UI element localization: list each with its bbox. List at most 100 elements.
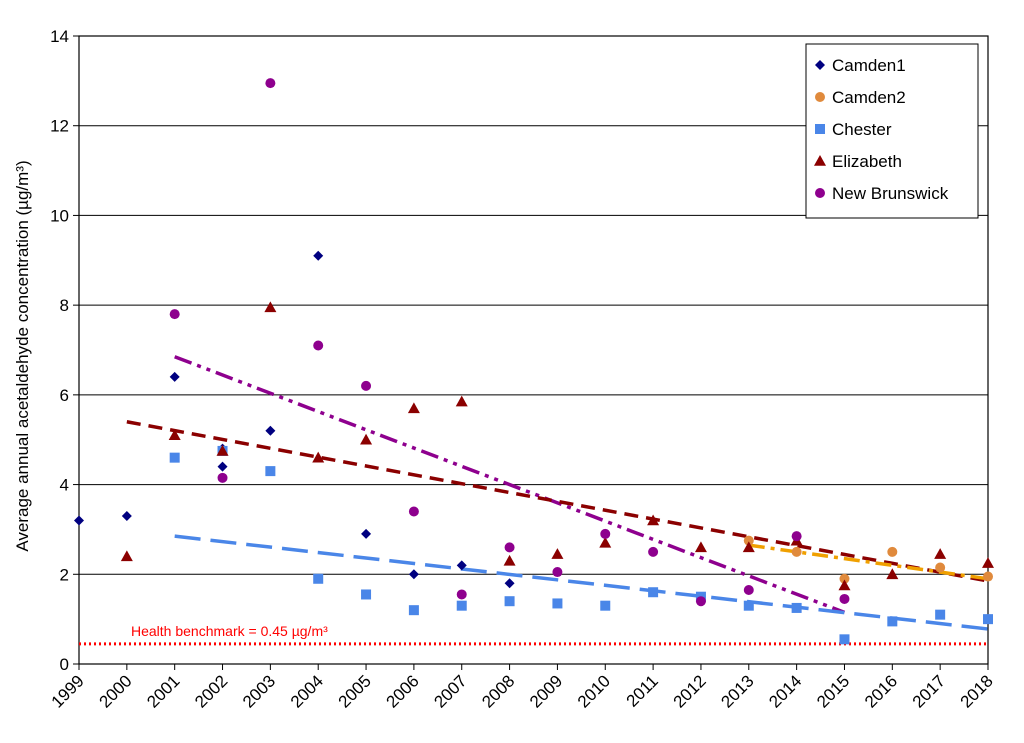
y-tick-label: 4 xyxy=(60,476,69,495)
data-point-elizabeth xyxy=(503,554,516,566)
x-tick-label: 2017 xyxy=(909,671,949,711)
data-point-chester xyxy=(791,602,802,613)
x-tick-label: 2008 xyxy=(478,671,518,711)
data-point-camden2 xyxy=(887,546,898,557)
x-tick-label: 2006 xyxy=(383,671,423,711)
x-tick-label: 2000 xyxy=(95,671,135,711)
data-point-elizabeth xyxy=(455,395,468,407)
data-point-new-brunswick xyxy=(648,546,659,557)
data-point-new-brunswick xyxy=(408,506,419,517)
data-point-new-brunswick xyxy=(695,596,706,607)
data-point-elizabeth xyxy=(838,579,851,591)
data-point-camden1 xyxy=(408,569,419,580)
data-point-chester xyxy=(265,466,276,477)
x-tick-label: 2003 xyxy=(239,671,279,711)
y-tick-label: 8 xyxy=(60,296,69,315)
legend-label-chester: Chester xyxy=(832,120,892,139)
data-point-elizabeth xyxy=(312,451,325,463)
data-point-camden1 xyxy=(456,560,467,571)
trendline-chester xyxy=(174,534,989,631)
data-point-new-brunswick xyxy=(600,528,611,539)
x-tick-label: 2007 xyxy=(430,671,470,711)
benchmark-layer: Health benchmark = 0.45 µg/m³ xyxy=(79,623,988,646)
x-tick-label: 2013 xyxy=(717,671,757,711)
legend-marker-chester xyxy=(815,124,825,134)
y-tick-label: 2 xyxy=(60,565,69,584)
trendline-elizabeth xyxy=(126,420,989,583)
data-point-new-brunswick xyxy=(552,567,563,578)
data-point-elizabeth xyxy=(647,514,660,526)
data-point-new-brunswick xyxy=(504,542,515,553)
data-point-chester xyxy=(552,598,563,609)
data-point-elizabeth xyxy=(982,557,994,568)
benchmark-label: Health benchmark = 0.45 µg/m³ xyxy=(131,623,328,639)
data-point-chester xyxy=(600,600,611,611)
data-point-chester xyxy=(456,600,467,611)
y-tick-label: 10 xyxy=(50,206,69,225)
legend-label-camden2: Camden2 xyxy=(832,88,906,107)
data-point-camden1 xyxy=(121,510,132,521)
data-point-chester xyxy=(504,596,515,607)
data-point-new-brunswick xyxy=(313,340,324,351)
data-point-camden1 xyxy=(169,371,180,382)
data-point-camden1 xyxy=(217,461,228,472)
data-point-new-brunswick xyxy=(361,380,372,391)
data-point-chester xyxy=(648,587,659,598)
data-point-chester xyxy=(983,614,993,625)
x-tick-label: 2010 xyxy=(574,671,614,711)
data-point-camden1 xyxy=(361,528,372,539)
y-axis-label: Average annual acetaldehyde concentratio… xyxy=(13,160,32,551)
data-point-camden2 xyxy=(791,546,802,557)
legend-marker-camden2 xyxy=(815,92,825,102)
data-point-elizabeth xyxy=(120,550,133,562)
data-point-elizabeth xyxy=(742,541,755,553)
y-tick-label: 6 xyxy=(60,386,69,405)
data-point-chester xyxy=(313,573,324,584)
legend-marker-camden1 xyxy=(815,60,825,70)
data-point-chester xyxy=(169,452,180,463)
data-point-elizabeth xyxy=(264,301,277,313)
data-point-elizabeth xyxy=(934,548,947,559)
data-point-elizabeth xyxy=(886,568,899,580)
data-point-chester xyxy=(887,616,898,627)
data-point-new-brunswick xyxy=(265,78,276,89)
data-point-new-brunswick xyxy=(791,531,802,542)
data-point-elizabeth xyxy=(216,444,229,456)
x-tick-label: 2005 xyxy=(335,671,375,711)
data-point-camden1 xyxy=(74,515,84,526)
x-tick-label: 1999 xyxy=(48,671,88,711)
data-point-elizabeth xyxy=(168,429,181,441)
data-points xyxy=(74,78,994,645)
x-tick-label: 2001 xyxy=(143,671,183,711)
legend-box xyxy=(805,43,979,219)
data-point-camden2 xyxy=(935,562,946,573)
x-tick-label: 2004 xyxy=(287,671,327,711)
data-point-camden2 xyxy=(983,571,993,582)
data-point-elizabeth xyxy=(694,541,707,553)
data-point-chester xyxy=(361,589,372,600)
data-point-elizabeth xyxy=(407,402,420,414)
data-point-elizabeth xyxy=(599,536,612,548)
x-tick-label: 2009 xyxy=(526,671,566,711)
x-tick-label: 2014 xyxy=(765,671,805,711)
x-tick-label: 2015 xyxy=(813,671,853,711)
data-point-chester xyxy=(839,634,850,645)
data-point-camden1 xyxy=(313,250,324,261)
legend-label-elizabeth: Elizabeth xyxy=(832,152,902,171)
legend: Camden1 Camden2 Chester Elizabeth New Brunsw… xyxy=(805,43,979,219)
data-point-new-brunswick xyxy=(743,584,754,595)
legend-label-camden1: Camden1 xyxy=(832,56,906,75)
trendline-camden2 xyxy=(748,543,989,581)
data-point-elizabeth xyxy=(551,548,564,559)
data-point-elizabeth xyxy=(360,433,373,445)
x-tick-label: 2016 xyxy=(861,671,901,711)
data-point-camden1 xyxy=(265,425,276,436)
data-point-chester xyxy=(408,605,419,616)
trendline-new-brunswick xyxy=(174,355,846,615)
legend-marker-new-brunswick xyxy=(815,188,825,198)
x-tick-label: 2012 xyxy=(670,671,710,711)
data-point-camden1 xyxy=(504,578,515,589)
y-tick-label: 12 xyxy=(50,117,69,136)
legend-label-new-brunswick: New Brunswick xyxy=(832,184,949,203)
